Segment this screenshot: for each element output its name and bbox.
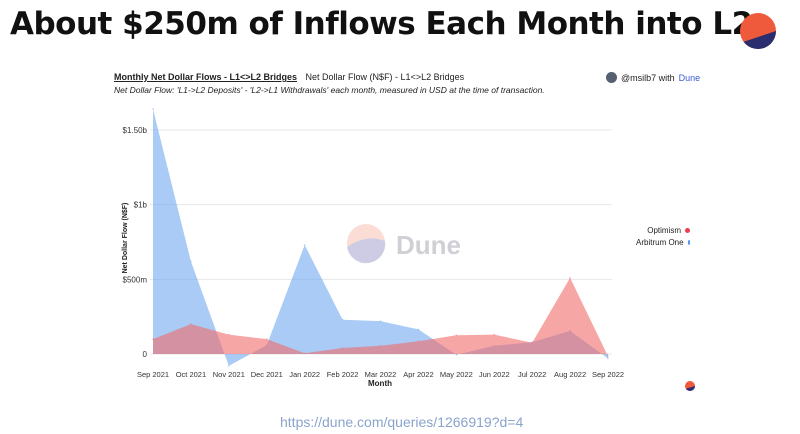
data-point [303, 244, 306, 246]
x-tick-label: Jan 2022 [289, 370, 320, 379]
credit-dune-link[interactable]: Dune [678, 72, 701, 83]
credit-user[interactable]: @msilb7 with [621, 72, 675, 83]
y-tick-label: $1b [134, 201, 148, 210]
legend-dot-optimism [685, 228, 690, 233]
data-point [493, 333, 496, 336]
watermark: Dune [347, 224, 461, 264]
legend: Optimism Arbitrum One [636, 226, 690, 250]
data-point [607, 357, 609, 360]
x-tick-label: Oct 2021 [176, 370, 206, 379]
data-point [341, 318, 344, 321]
data-point [569, 277, 571, 279]
x-tick-label: Dec 2021 [251, 370, 283, 379]
x-tick-label: Sep 2021 [137, 370, 169, 379]
legend-item-optimism[interactable]: Optimism [636, 226, 690, 235]
data-point [228, 333, 230, 336]
data-point [190, 323, 192, 325]
data-point [455, 334, 458, 337]
data-point [303, 352, 306, 355]
data-point [152, 338, 154, 340]
credit: @msilb7 with Dune [606, 72, 700, 83]
dune-small-logo-icon [685, 381, 695, 391]
chart-subtitle: Net Dollar Flow (N$F) - L1<>L2 Bridges [305, 72, 465, 82]
y-axis-label: Net Dollar Flow (N$F) [122, 203, 129, 274]
x-tick-labels: Sep 2021 Oct 2021 Nov 2021 Dec 2021 Jan 2022… [137, 370, 624, 379]
x-tick-label: Jun 2022 [479, 370, 510, 379]
x-axis-label: Month [368, 379, 392, 388]
data-point [228, 365, 230, 367]
data-point [190, 260, 192, 263]
chart-title[interactable]: Monthly Net Dollar Flows - L1<>L2 Bridge… [114, 72, 298, 82]
data-point [341, 347, 344, 349]
brand-logo-icon [740, 13, 776, 49]
avatar [606, 72, 617, 83]
legend-label-optimism: Optimism [647, 226, 681, 235]
y-tick-labels: 0 $500m $1b $1.50b [123, 126, 148, 359]
x-tick-label: May 2022 [440, 370, 473, 379]
legend-item-arbitrum[interactable]: Arbitrum One [636, 238, 690, 247]
y-tick-label: $500m [123, 275, 148, 284]
y-tick-label: $1.50b [123, 126, 148, 135]
data-point [379, 320, 382, 322]
data-point [607, 355, 609, 358]
data-point [417, 340, 420, 343]
x-tick-label: Apr 2022 [403, 370, 433, 379]
data-point [265, 338, 268, 340]
data-point [455, 353, 458, 356]
x-tick-label: Jul 2022 [518, 370, 546, 379]
data-point [531, 342, 533, 344]
x-tick-label: Aug 2022 [554, 370, 586, 379]
data-point [379, 344, 382, 347]
data-point [417, 328, 420, 331]
x-tick-label: Feb 2022 [327, 370, 359, 379]
chart-description: Net Dollar Flow: 'L1->L2 Deposits' - 'L2… [114, 85, 545, 95]
x-tick-label: Sep 2022 [592, 370, 624, 379]
y-tick-label: 0 [143, 350, 148, 359]
series-area-optimism [153, 277, 608, 357]
legend-dot-arbitrum [687, 240, 690, 245]
footer-url[interactable]: https://dune.com/queries/1266919?d=4 [280, 414, 524, 430]
data-point [152, 108, 154, 110]
series-areas [152, 108, 609, 367]
chart-header: Monthly Net Dollar Flows - L1<>L2 Bridge… [114, 72, 464, 82]
x-tick-label: Mar 2022 [365, 370, 397, 379]
watermark-text: Dune [396, 230, 461, 260]
legend-label-arbitrum: Arbitrum One [636, 238, 684, 247]
x-tick-label: Nov 2021 [213, 370, 245, 379]
slide-title: About $250m of Inflows Each Month into L… [10, 6, 771, 42]
